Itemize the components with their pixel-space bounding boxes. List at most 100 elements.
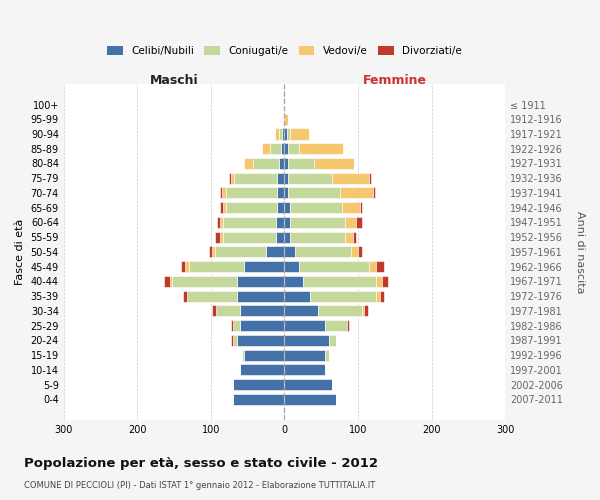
Bar xyxy=(181,261,185,272)
Bar xyxy=(362,306,364,316)
Bar xyxy=(170,276,172,287)
Bar xyxy=(284,128,287,140)
Bar xyxy=(233,394,284,405)
Bar xyxy=(270,143,281,154)
Bar xyxy=(284,335,329,346)
Bar xyxy=(284,172,288,184)
Bar xyxy=(275,128,278,140)
Bar xyxy=(284,290,310,302)
Bar xyxy=(284,394,336,405)
Bar xyxy=(187,290,236,302)
Bar xyxy=(212,246,215,258)
Bar xyxy=(215,246,266,258)
Text: Popolazione per età, sesso e stato civile - 2012: Popolazione per età, sesso e stato civil… xyxy=(24,458,378,470)
Bar xyxy=(314,158,354,169)
Bar xyxy=(347,320,349,331)
Bar xyxy=(360,202,362,213)
Bar xyxy=(303,276,376,287)
Bar xyxy=(284,232,290,242)
Bar xyxy=(284,306,317,316)
Bar xyxy=(233,320,240,331)
Bar xyxy=(216,306,240,316)
Bar xyxy=(284,143,288,154)
Bar xyxy=(325,320,347,331)
Bar xyxy=(217,217,220,228)
Bar xyxy=(284,217,290,228)
Bar xyxy=(295,246,350,258)
Bar xyxy=(215,232,220,242)
Bar xyxy=(290,202,342,213)
Bar xyxy=(369,261,376,272)
Bar xyxy=(212,306,216,316)
Bar xyxy=(283,114,284,125)
Bar xyxy=(287,128,290,140)
Y-axis label: Fasce di età: Fasce di età xyxy=(15,218,25,285)
Bar xyxy=(233,379,284,390)
Bar xyxy=(284,379,332,390)
Bar xyxy=(284,158,288,169)
Bar xyxy=(231,172,235,184)
Bar xyxy=(373,188,375,198)
Bar xyxy=(290,232,346,242)
Bar xyxy=(172,276,236,287)
Bar xyxy=(231,320,233,331)
Bar xyxy=(353,232,356,242)
Bar xyxy=(284,320,325,331)
Bar xyxy=(231,335,233,346)
Bar xyxy=(183,290,187,302)
Bar xyxy=(223,217,275,228)
Bar xyxy=(346,217,356,228)
Bar xyxy=(288,188,340,198)
Bar xyxy=(253,158,278,169)
Bar xyxy=(284,276,303,287)
Bar xyxy=(235,172,277,184)
Bar xyxy=(244,158,253,169)
Bar xyxy=(233,335,236,346)
Bar xyxy=(281,143,284,154)
Bar xyxy=(340,188,373,198)
Bar xyxy=(282,128,284,140)
Bar xyxy=(325,350,329,360)
Bar xyxy=(380,290,383,302)
Bar xyxy=(277,172,284,184)
Bar xyxy=(277,188,284,198)
Bar xyxy=(284,364,325,376)
Bar xyxy=(317,306,362,316)
Bar xyxy=(356,217,362,228)
Bar xyxy=(236,335,284,346)
Bar xyxy=(226,202,277,213)
Bar xyxy=(277,202,284,213)
Bar xyxy=(240,320,284,331)
Bar xyxy=(290,128,308,140)
Bar xyxy=(284,261,299,272)
Bar xyxy=(236,290,284,302)
Legend: Celibi/Nubili, Coniugati/e, Vedovi/e, Divorziati/e: Celibi/Nubili, Coniugati/e, Vedovi/e, Di… xyxy=(103,42,466,60)
Bar xyxy=(222,188,226,198)
Text: COMUNE DI PECCIOLI (PI) - Dati ISTAT 1° gennaio 2012 - Elaborazione TUTTITALIA.I: COMUNE DI PECCIOLI (PI) - Dati ISTAT 1° … xyxy=(24,480,375,490)
Bar xyxy=(329,335,336,346)
Bar xyxy=(342,202,360,213)
Bar xyxy=(275,217,284,228)
Bar xyxy=(376,276,382,287)
Text: Femmine: Femmine xyxy=(363,74,427,87)
Text: Maschi: Maschi xyxy=(150,74,199,87)
Bar xyxy=(266,246,284,258)
Bar xyxy=(220,202,223,213)
Bar xyxy=(244,261,284,272)
Bar xyxy=(164,276,170,287)
Bar xyxy=(240,364,284,376)
Bar xyxy=(284,246,295,258)
Bar xyxy=(290,217,346,228)
Bar xyxy=(223,232,275,242)
Bar xyxy=(299,143,343,154)
Bar xyxy=(226,188,277,198)
Bar xyxy=(346,232,353,242)
Bar xyxy=(284,350,325,360)
Bar xyxy=(310,290,376,302)
Bar xyxy=(364,306,368,316)
Bar xyxy=(376,261,383,272)
Bar xyxy=(284,114,288,125)
Bar xyxy=(189,261,244,272)
Bar xyxy=(288,172,332,184)
Bar xyxy=(242,350,244,360)
